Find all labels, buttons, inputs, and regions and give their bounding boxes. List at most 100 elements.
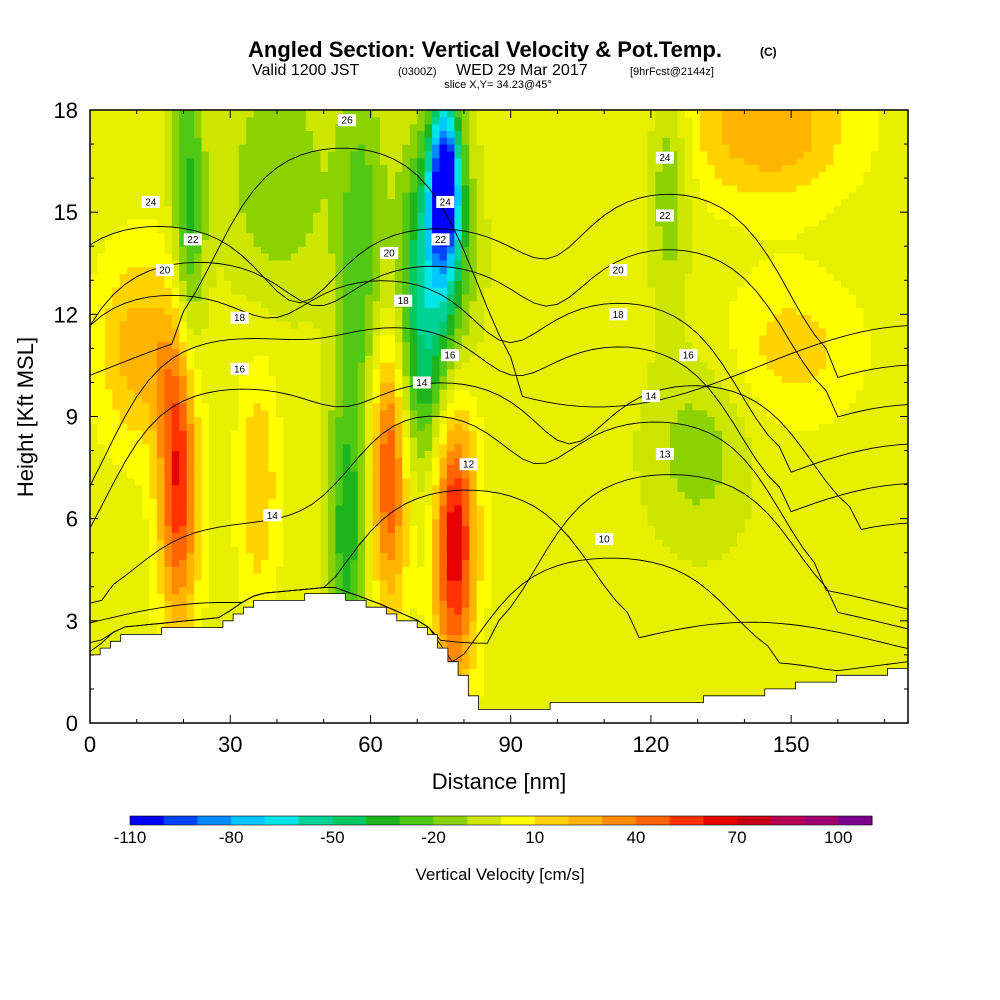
velocity-cell [372, 566, 381, 574]
velocity-cell [432, 545, 441, 554]
velocity-cell [283, 450, 292, 458]
velocity-cell [216, 368, 225, 377]
velocity-cell [156, 110, 165, 118]
velocity-cell [134, 355, 143, 363]
velocity-cell [476, 443, 485, 452]
velocity-cell [209, 280, 217, 288]
velocity-cell [342, 436, 351, 445]
velocity-cell [127, 348, 136, 356]
velocity-cell [335, 409, 344, 418]
velocity-cell [409, 348, 418, 356]
velocity-cell [216, 171, 225, 179]
velocity-cell [112, 123, 121, 131]
velocity-cell [268, 450, 277, 458]
velocity-cell [149, 375, 158, 383]
velocity-cell [432, 511, 441, 520]
velocity-cell [194, 464, 203, 472]
velocity-cell [209, 580, 217, 588]
velocity-cell [112, 375, 121, 383]
velocity-cell [186, 253, 195, 261]
velocity-cell [484, 293, 493, 302]
velocity-cell [90, 334, 98, 343]
velocity-cell [171, 184, 180, 193]
velocity-cell [253, 184, 262, 193]
velocity-cell [469, 348, 478, 356]
velocity-cell [342, 307, 351, 315]
velocity-cell [446, 436, 455, 445]
velocity-cell [171, 484, 180, 492]
velocity-cell [134, 627, 143, 635]
velocity-cell [380, 484, 388, 492]
velocity-cell [365, 375, 374, 383]
velocity-cell [365, 430, 374, 438]
velocity-cell [298, 321, 307, 329]
velocity-cell [305, 375, 314, 383]
velocity-cell [119, 225, 128, 234]
velocity-cell [164, 157, 173, 166]
velocity-cell [156, 525, 165, 533]
velocity-cell [134, 341, 143, 349]
velocity-cell [127, 525, 136, 533]
velocity-cell [454, 423, 463, 431]
velocity-cell [119, 348, 128, 356]
velocity-cell [231, 293, 240, 302]
velocity-cell [261, 573, 269, 581]
velocity-cell [127, 573, 136, 581]
velocity-cell [253, 552, 262, 561]
velocity-cell [90, 368, 98, 377]
velocity-cell [461, 586, 470, 595]
velocity-cell [365, 253, 374, 261]
velocity-cell [372, 580, 381, 588]
velocity-cell [454, 634, 463, 642]
velocity-cell [499, 593, 507, 601]
velocity-cell [275, 443, 284, 452]
velocity-cell [223, 348, 232, 356]
velocity-cell [394, 314, 403, 322]
velocity-cell [209, 178, 217, 186]
velocity-cell [365, 321, 374, 329]
velocity-cell [439, 307, 448, 315]
velocity-cell [402, 362, 411, 370]
velocity-cell [142, 314, 151, 322]
velocity-cell [402, 328, 411, 336]
velocity-cell [380, 505, 388, 513]
velocity-cell [380, 191, 388, 200]
velocity-cell [491, 600, 500, 608]
velocity-cell [142, 328, 151, 336]
velocity-cell [179, 620, 188, 629]
velocity-cell [446, 184, 455, 193]
velocity-cell [357, 457, 366, 465]
velocity-cell [194, 498, 203, 506]
velocity-cell [424, 184, 433, 193]
velocity-cell [417, 212, 426, 220]
velocity-cell [469, 171, 478, 179]
velocity-cell [149, 573, 158, 581]
velocity-cell [342, 532, 351, 540]
velocity-cell [90, 471, 98, 479]
velocity-cell [454, 144, 463, 152]
velocity-cell [156, 355, 165, 363]
velocity-cell [290, 382, 299, 390]
velocity-cell [246, 171, 255, 179]
velocity-cell [231, 409, 240, 418]
velocity-cell [461, 518, 470, 527]
velocity-cell [439, 225, 448, 234]
velocity-cell [476, 539, 485, 547]
velocity-cell [171, 219, 180, 227]
velocity-cell [417, 416, 426, 424]
velocity-cell [454, 641, 463, 649]
velocity-cell [238, 110, 247, 118]
velocity-cell [164, 511, 173, 520]
velocity-cell [142, 341, 151, 349]
velocity-cell [298, 416, 307, 424]
velocity-cell [454, 389, 463, 397]
velocity-cell [499, 682, 507, 690]
velocity-cell [275, 580, 284, 588]
velocity-cell [149, 484, 158, 492]
velocity-cell [201, 334, 210, 343]
velocity-cell [387, 116, 396, 125]
velocity-cell [461, 171, 470, 179]
velocity-cell [328, 580, 336, 588]
velocity-cell [142, 334, 151, 343]
velocity-cell [209, 600, 217, 608]
